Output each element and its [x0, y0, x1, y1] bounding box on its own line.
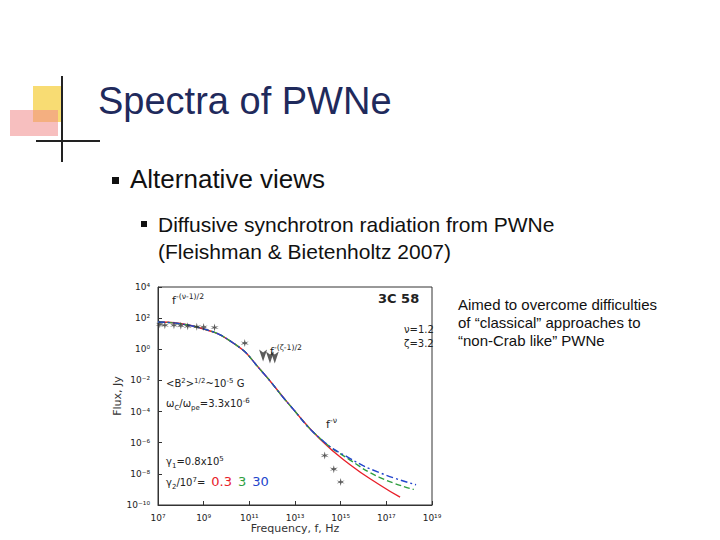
svg-text:10¹³: 10¹³ [286, 513, 305, 523]
svg-text:10⁻¹⁰: 10⁻¹⁰ [127, 500, 151, 510]
svg-text:Flux, Jy: Flux, Jy [111, 376, 124, 416]
html-text:Spectra of PWNe: Spectra of PWNe [98, 80, 392, 122]
svg-text:10⁻⁸: 10⁻⁸ [130, 469, 150, 479]
html-text:3 30: 3 30 [238, 474, 269, 489]
svg-text:10⁻²: 10⁻² [130, 375, 150, 385]
svg-text:10¹⁵: 10¹⁵ [331, 513, 350, 523]
svg-text:10⁷: 10⁷ [150, 513, 165, 523]
html-text:Aimed to overcome difficulties: Aimed to overcome difficulties of “class… [458, 296, 657, 349]
svg-text:Frequency, f, Hz: Frequency, f, Hz [251, 522, 340, 535]
html-text:Alternative views: Alternative views [130, 164, 326, 194]
html-text:ν=1.2: ν=1.2 [404, 324, 434, 335]
svg-text:10⁴: 10⁴ [135, 282, 150, 292]
svg-text:10¹¹: 10¹¹ [240, 513, 259, 523]
html-text:5: 5 [219, 454, 224, 463]
svg-text:10¹⁷: 10¹⁷ [377, 513, 396, 523]
html-text:f-ν: f-ν [326, 416, 337, 431]
html-text:f-(ζ-1)/2: f-(ζ-1)/2 [270, 343, 302, 358]
html-text:7= 0.3: 7= 0.3 [192, 474, 232, 489]
svg-text:10⁻⁶: 10⁻⁶ [130, 438, 150, 448]
svg-text:10¹⁹: 10¹⁹ [423, 513, 442, 523]
html-text:γ2/10: γ2/10 [166, 477, 193, 491]
html-text:f-(ν-1)/2: f-(ν-1)/2 [172, 292, 205, 307]
html-text:γ1=0.8x10: γ1=0.8x10 [166, 456, 220, 470]
html-text:<B2>1/2~10-5G: <B2>1/2~10-5G [166, 376, 245, 389]
svg-text:10²: 10² [135, 313, 150, 323]
html-text:(Fleishman & Bietenholtz 2007): (Fleishman & Bietenholtz 2007) [158, 240, 451, 263]
html-text:Diffusive synchrotron radiatio: Diffusive synchrotron radiation from PWN… [158, 213, 555, 236]
html-text:ζ=3.2: ζ=3.2 [404, 338, 434, 349]
html-text:3C 58: 3C 58 [378, 291, 420, 306]
svg-text:10⁰: 10⁰ [135, 344, 150, 354]
svg-text:10⁻⁴: 10⁻⁴ [130, 407, 150, 417]
html-text:ωC/ωpe=3.3x10-6: ωC/ωpe=3.3x10-6 [166, 396, 250, 412]
svg-text:10⁹: 10⁹ [196, 513, 211, 523]
